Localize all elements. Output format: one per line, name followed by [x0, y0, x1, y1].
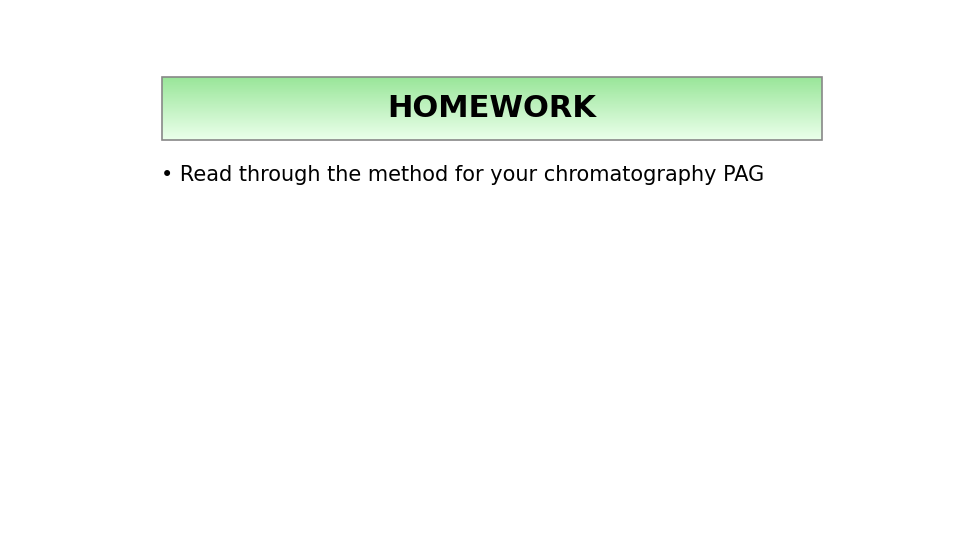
Bar — [162, 77, 822, 140]
Text: HOMEWORK: HOMEWORK — [388, 94, 596, 123]
Text: • Read through the method for your chromatography PAG: • Read through the method for your chrom… — [161, 165, 764, 185]
